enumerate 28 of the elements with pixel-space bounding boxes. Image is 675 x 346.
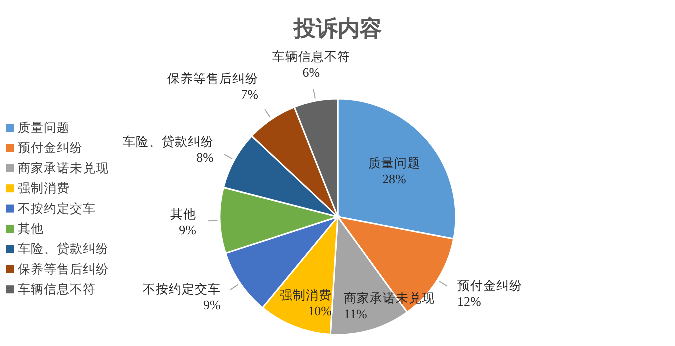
data-label: 7% (241, 86, 259, 102)
data-label: 10% (308, 304, 332, 319)
slice-label: 强制消费 (280, 288, 332, 303)
data-label: 12% (458, 294, 482, 309)
data-label: 28% (382, 171, 406, 186)
data-label: 9% (204, 298, 222, 313)
slice-label: 保养等售后纠纷 (167, 70, 258, 86)
data-label: 9% (179, 222, 197, 238)
data-label: 11% (344, 306, 368, 322)
legend-label: 预付金纠纷 (18, 140, 83, 156)
legend-label: 其他 (18, 221, 44, 236)
slice-label: 车险、贷款纠纷 (122, 134, 214, 149)
legend-label: 保养等售后纠纷 (18, 261, 109, 276)
slice-label: 车辆信息不符 (272, 48, 350, 64)
slice-label: 质量问题 (368, 155, 420, 170)
slice-label: 预付金纠纷 (458, 278, 523, 293)
slice-label: 其他 (170, 206, 196, 222)
data-label: 8% (196, 150, 214, 165)
legend-label: 强制消费 (18, 180, 70, 196)
legend-label: 质量问题 (18, 120, 70, 135)
chart-title: 投诉内容 (293, 16, 382, 42)
slice-label: 不按约定交车 (142, 282, 221, 297)
legend-label: 车险、贷款纠纷 (18, 241, 109, 256)
legend-label: 商家承诺未兑现 (18, 160, 109, 176)
legend-label: 车辆信息不符 (18, 282, 96, 297)
data-label: 6% (302, 64, 320, 80)
legend-label: 不按约定交车 (18, 200, 96, 216)
slice-label: 商家承诺未兑现 (344, 290, 435, 306)
